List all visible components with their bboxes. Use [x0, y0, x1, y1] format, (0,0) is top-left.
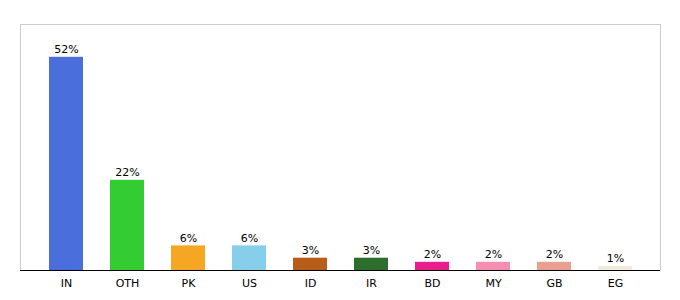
- svg-text:1%: 1%: [607, 252, 624, 265]
- svg-text:3%: 3%: [363, 244, 380, 257]
- svg-text:MY: MY: [485, 277, 501, 290]
- svg-text:BD: BD: [424, 277, 440, 290]
- svg-text:6%: 6%: [180, 232, 197, 245]
- svg-text:6%: 6%: [241, 232, 258, 245]
- svg-text:US: US: [242, 277, 257, 290]
- svg-text:IR: IR: [366, 277, 377, 290]
- svg-text:ID: ID: [305, 277, 317, 290]
- svg-text:2%: 2%: [546, 248, 563, 261]
- svg-text:2%: 2%: [424, 248, 441, 261]
- svg-text:22%: 22%: [115, 166, 139, 179]
- svg-text:2%: 2%: [485, 248, 502, 261]
- svg-text:3%: 3%: [302, 244, 319, 257]
- svg-text:IN: IN: [61, 277, 72, 290]
- svg-text:EG: EG: [608, 277, 623, 290]
- svg-text:52%: 52%: [54, 43, 78, 56]
- svg-text:PK: PK: [182, 277, 197, 290]
- svg-text:GB: GB: [546, 277, 562, 290]
- svg-text:OTH: OTH: [116, 277, 140, 290]
